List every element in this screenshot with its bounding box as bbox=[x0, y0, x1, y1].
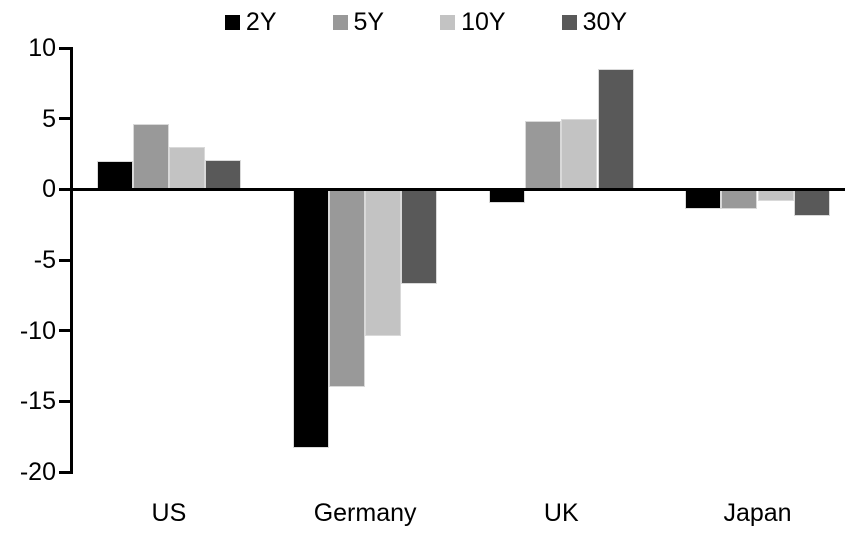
legend-swatch-icon bbox=[332, 14, 348, 30]
bar-germany-30y bbox=[401, 189, 438, 285]
y-axis-tick-mark bbox=[59, 399, 70, 403]
y-axis-tick-label: -20 bbox=[19, 458, 56, 486]
bar-germany-10y bbox=[365, 189, 402, 337]
y-axis-tick-label: 5 bbox=[42, 104, 56, 133]
x-axis-label: UK bbox=[543, 499, 579, 527]
y-axis-tick-mark bbox=[59, 329, 70, 333]
legend-swatch-icon bbox=[224, 14, 240, 30]
y-axis-tick-mark bbox=[59, 117, 70, 121]
x-axis-zero-line bbox=[70, 187, 845, 191]
legend-item-5y: 5Y bbox=[332, 7, 385, 36]
bar-uk-30y bbox=[597, 69, 634, 190]
y-axis-tick-label: -5 bbox=[33, 246, 56, 274]
bar-us-10y bbox=[168, 146, 206, 190]
bar-us-5y bbox=[132, 124, 169, 190]
bar-uk-2y bbox=[488, 189, 526, 204]
y-axis-tick-mark bbox=[59, 187, 70, 191]
chart-legend: 2Y 5Y 10Y 30Y bbox=[0, 6, 852, 38]
y-axis-tick-mark bbox=[59, 470, 70, 474]
x-axis-label: Germany bbox=[313, 499, 417, 527]
x-axis-label: Japan bbox=[723, 499, 792, 527]
legend-label: 30Y bbox=[582, 7, 628, 36]
y-axis-tick-label: 10 bbox=[28, 34, 56, 62]
y-axis-line bbox=[70, 46, 73, 474]
legend-item-10y: 10Y bbox=[440, 7, 506, 36]
bar-uk-5y bbox=[525, 121, 562, 190]
bar-uk-10y bbox=[561, 118, 598, 190]
bar-germany-2y bbox=[292, 189, 329, 448]
bar-japan-30y bbox=[793, 189, 830, 217]
x-axis-label: US bbox=[151, 499, 187, 527]
y-axis-tick-label: -10 bbox=[19, 316, 56, 345]
legend-item-30y: 30Y bbox=[561, 7, 628, 36]
legend-label: 2Y bbox=[245, 7, 277, 36]
legend-label: 5Y bbox=[353, 7, 385, 36]
y-axis-tick-mark bbox=[59, 46, 70, 50]
legend-swatch-icon bbox=[440, 14, 456, 30]
y-axis-tick-label: -15 bbox=[19, 387, 56, 416]
bar-japan-5y bbox=[721, 189, 758, 210]
bar-germany-5y bbox=[328, 189, 366, 388]
bar-us-2y bbox=[96, 161, 133, 190]
bar-japan-2y bbox=[685, 189, 722, 210]
y-axis-tick-mark bbox=[59, 258, 70, 262]
legend-label: 10Y bbox=[461, 7, 506, 36]
y-axis-tick-label: 0 bbox=[42, 175, 56, 204]
legend-item-2y: 2Y bbox=[224, 7, 277, 36]
legend-swatch-icon bbox=[561, 14, 577, 30]
bar-us-30y bbox=[205, 159, 242, 190]
bar-japan-10y bbox=[757, 189, 794, 201]
